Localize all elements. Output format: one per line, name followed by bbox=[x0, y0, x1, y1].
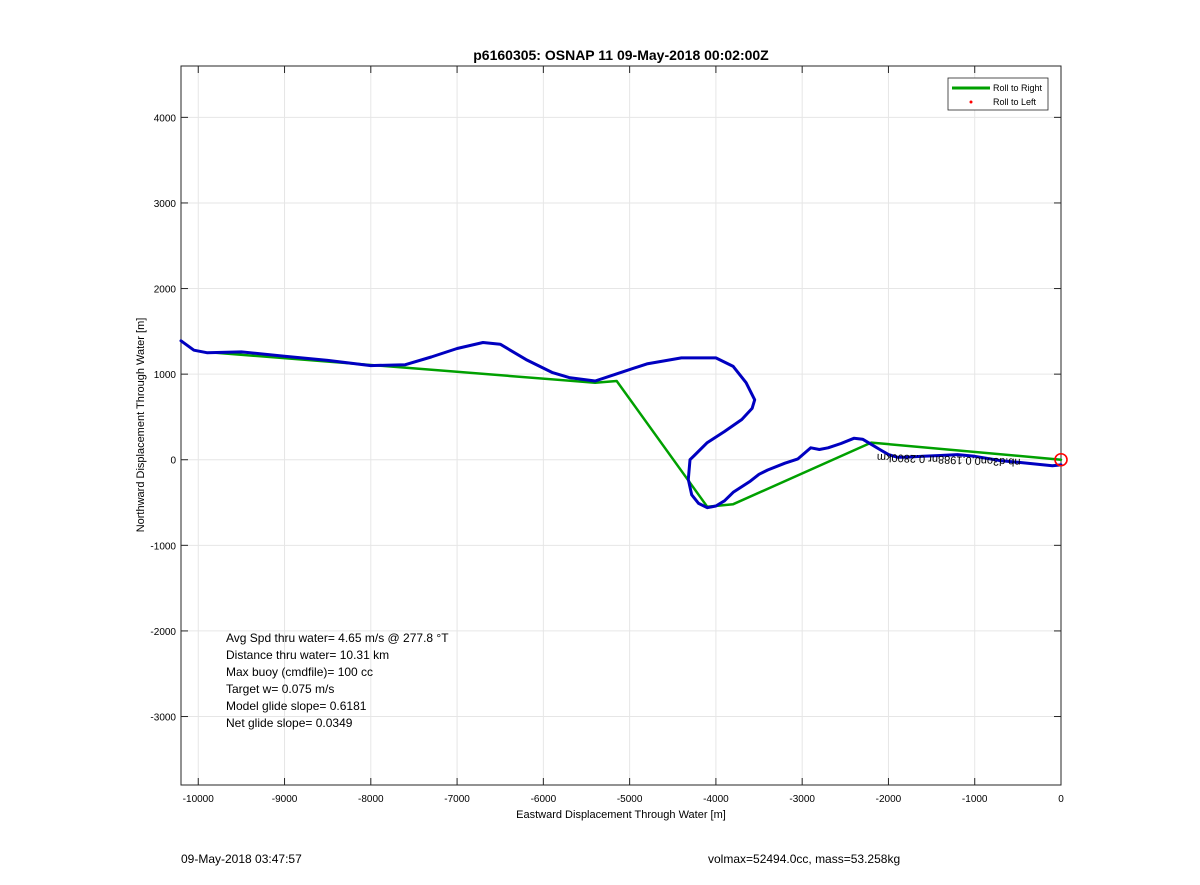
x-tick-label: -7000 bbox=[444, 794, 470, 805]
x-tick-label: 0 bbox=[1058, 794, 1064, 805]
y-axis-label: Northward Displacement Through Water [m] bbox=[135, 318, 147, 533]
x-axis-label: Eastward Displacement Through Water [m] bbox=[516, 809, 726, 821]
y-tick-label: -2000 bbox=[150, 627, 176, 638]
x-tick-label: -2000 bbox=[876, 794, 902, 805]
x-tick-label: -5000 bbox=[617, 794, 643, 805]
marker-layer bbox=[1054, 452, 1068, 467]
track-label: nb.d3on0.0.1988nr 0.2800km bbox=[877, 451, 1021, 468]
track-label-layer: nb.d3on0.0.1988nr 0.2800km bbox=[877, 451, 1021, 468]
x-tick-label: -10000 bbox=[183, 794, 215, 805]
y-tick-label: 3000 bbox=[154, 199, 177, 210]
y-tick-label: 2000 bbox=[154, 285, 177, 296]
footer-timestamp: 09-May-2018 03:47:57 bbox=[181, 852, 302, 866]
legend-swatch-roll-to-left bbox=[969, 100, 973, 104]
annotation-distance: Distance thru water= 10.31 km bbox=[226, 648, 389, 662]
x-tick-label: -8000 bbox=[358, 794, 384, 805]
x-tick-label: -4000 bbox=[703, 794, 729, 805]
annotation-max-buoy: Max buoy (cmdfile)= 100 cc bbox=[226, 665, 373, 679]
annotation-block: Avg Spd thru water= 4.65 m/s @ 277.8 °T … bbox=[226, 631, 449, 730]
legend: Roll to Right Roll to Left bbox=[947, 77, 1049, 111]
chart-title: p6160305: OSNAP 11 09-May-2018 00:02:00Z bbox=[473, 47, 769, 63]
end-position-marker bbox=[1054, 452, 1068, 467]
x-tick-label: -3000 bbox=[789, 794, 815, 805]
x-tick-label: -6000 bbox=[531, 794, 557, 805]
annotation-model-glide-slope: Model glide slope= 0.6181 bbox=[226, 699, 367, 713]
blue-track-line bbox=[179, 339, 1063, 510]
annotation-net-glide-slope: Net glide slope= 0.0349 bbox=[226, 716, 353, 730]
y-tick-label: 1000 bbox=[154, 370, 177, 381]
annotation-avg-speed: Avg Spd thru water= 4.65 m/s @ 277.8 °T bbox=[226, 631, 449, 645]
y-tick-label: 0 bbox=[170, 456, 176, 467]
y-tick-label: -1000 bbox=[150, 541, 176, 552]
annotation-target-w: Target w= 0.075 m/s bbox=[226, 682, 334, 696]
y-tick-label: -3000 bbox=[150, 713, 176, 724]
footer-vol-mass: volmax=52494.0cc, mass=53.258kg bbox=[708, 852, 901, 866]
legend-box bbox=[947, 77, 1049, 111]
legend-label-roll-to-left: Roll to Left bbox=[993, 97, 1037, 107]
series-layer bbox=[179, 339, 1063, 510]
plot-area bbox=[180, 65, 1062, 786]
x-tick-label: -9000 bbox=[272, 794, 298, 805]
x-tick-label: -1000 bbox=[962, 794, 988, 805]
y-tick-label: 4000 bbox=[154, 113, 177, 124]
green-roll-segments-line bbox=[214, 351, 1063, 509]
legend-label-roll-to-right: Roll to Right bbox=[993, 83, 1043, 93]
axis-ticks: -10000 -9000 -8000 -7000 -6000 -5000 -4000 -300… bbox=[150, 66, 1064, 805]
